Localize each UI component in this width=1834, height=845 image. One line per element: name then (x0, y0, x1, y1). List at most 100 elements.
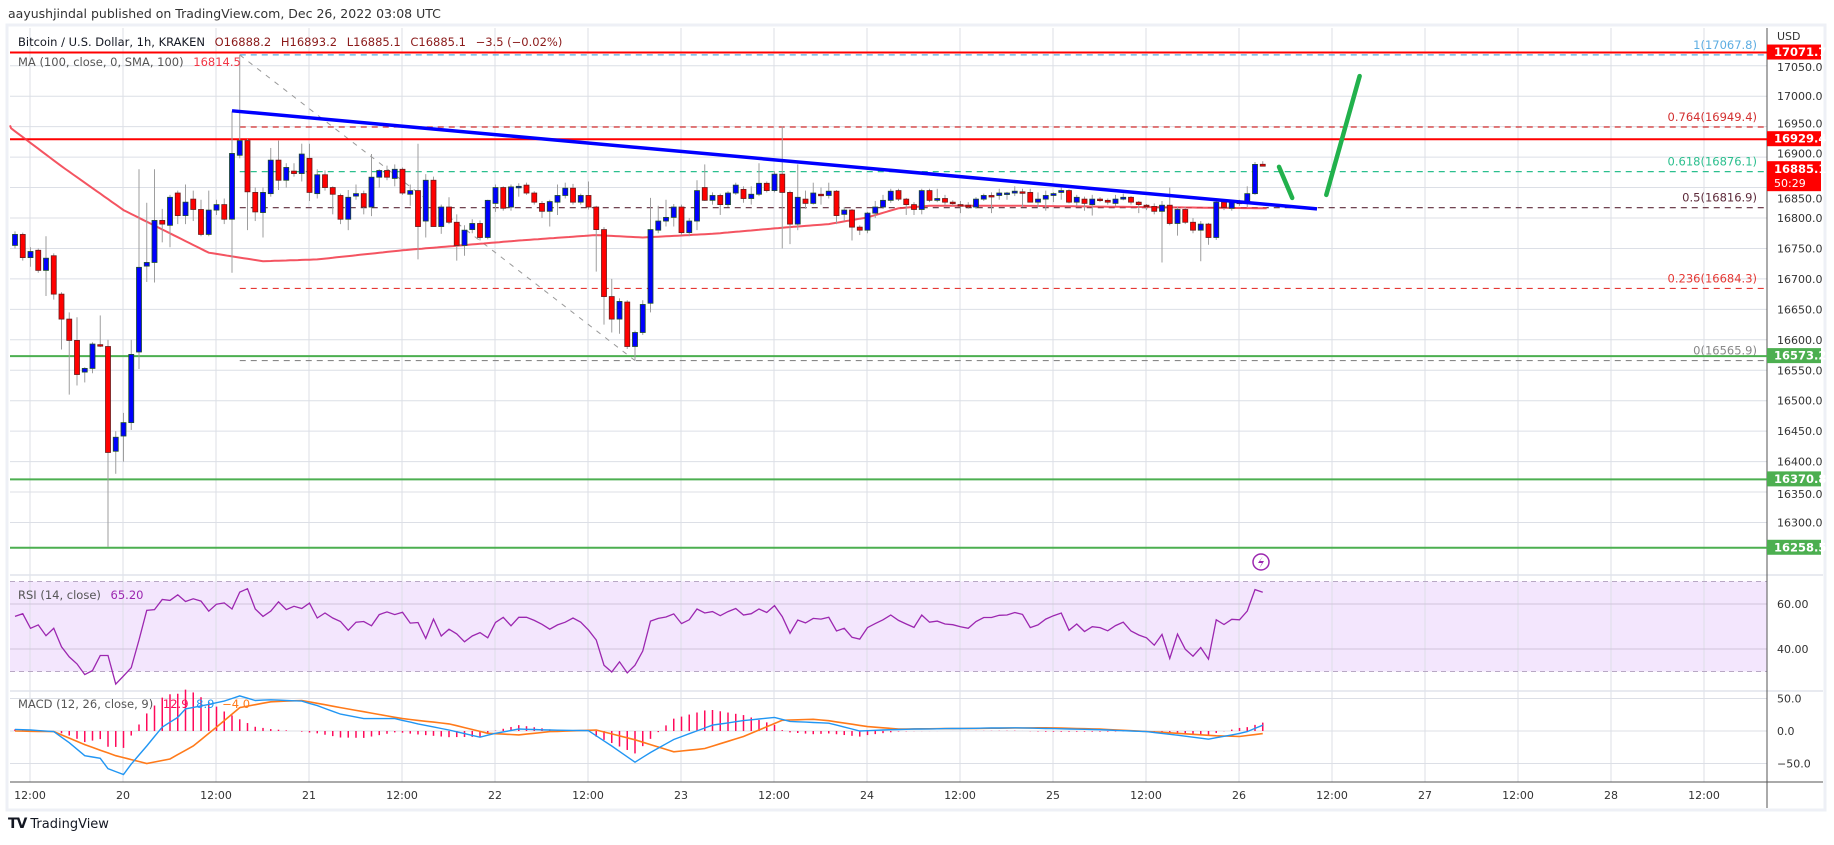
candle-down (477, 223, 483, 238)
symbol-title[interactable]: Bitcoin / U.S. Dollar, 1h, KRAKEN (18, 35, 205, 49)
candle-up (918, 190, 925, 210)
candle-up (213, 204, 220, 211)
price-axis-tick: 17050.0 (1777, 61, 1823, 74)
time-axis-tick: 23 (674, 789, 688, 802)
candle-down (601, 229, 607, 297)
candle-down (957, 204, 964, 207)
candle-down (337, 195, 344, 220)
candle-up (663, 216, 669, 222)
legend-open: O16888.2 (214, 35, 272, 49)
candle-down (329, 187, 336, 195)
candle-down (399, 168, 406, 194)
time-axis-tick: 12:00 (1502, 789, 1534, 802)
candle-up (632, 332, 638, 347)
candle-down (275, 159, 282, 181)
price-axis-tick: 16900.0 (1777, 148, 1823, 161)
candle-up (229, 153, 235, 220)
price-axis-tick: 16450.0 (1777, 425, 1823, 438)
candle-down (221, 204, 228, 220)
time-axis-tick: 12:00 (758, 789, 790, 802)
candle-up (484, 199, 491, 238)
candle-up (314, 174, 321, 195)
candle-down (1019, 191, 1026, 194)
macd-axis-tick: 50.0 (1777, 693, 1802, 706)
rsi-axis-tick: 40.00 (1777, 643, 1809, 656)
candle-up (1174, 209, 1181, 224)
rsi-band-background (10, 581, 1767, 672)
candle-down (1205, 223, 1212, 238)
candle-down (949, 201, 956, 205)
time-axis-tick: 22 (488, 789, 502, 802)
candle-up (546, 201, 553, 212)
candle-up (1213, 201, 1220, 238)
price-axis-tick: 16600.0 (1777, 334, 1823, 347)
macd-hist-value: 12.9 (162, 697, 189, 711)
candle-up (577, 195, 584, 203)
candle-up (872, 206, 879, 214)
candle-up (298, 153, 305, 174)
candle-up (1050, 193, 1057, 196)
candle-up (841, 209, 848, 215)
fib-level-label: 1(17067.8) (1693, 38, 1757, 52)
macd-line-value: 8.9 (196, 697, 215, 711)
candle-down (539, 202, 545, 212)
price-badge (1767, 539, 1821, 555)
candle-up (1004, 192, 1010, 195)
candle-down (190, 198, 197, 210)
candle-down (523, 184, 530, 194)
candle-up (1035, 198, 1041, 203)
candle-down (678, 206, 685, 234)
candle-up (1159, 204, 1165, 212)
tradingview-logo-icon: TV (8, 816, 27, 832)
price-badge-label: 16573.2 (1774, 349, 1826, 363)
candle-up (686, 220, 693, 234)
candle-down (911, 204, 917, 210)
candle-up (112, 436, 119, 452)
candle-up (1073, 196, 1080, 203)
time-axis-tick: 24 (860, 789, 874, 802)
rsi-label[interactable]: RSI (14, close) (18, 588, 101, 602)
candle-down (1221, 201, 1227, 209)
ma100-line (9, 125, 1267, 263)
candle-up (880, 199, 886, 208)
candle-down (97, 344, 104, 347)
footer-branding[interactable]: TV TradingView (8, 816, 109, 832)
candle-down (453, 221, 460, 246)
candle-down (763, 182, 770, 191)
candle-up (136, 266, 142, 353)
price-axis-tick: 16700.0 (1777, 273, 1823, 286)
macd-label[interactable]: MACD (12, 26, close, 9) (18, 697, 154, 711)
candle-up (438, 206, 445, 227)
candle-down (903, 198, 910, 206)
candle-up (771, 173, 778, 191)
candle-down (1151, 206, 1158, 212)
price-badge (1767, 161, 1821, 192)
candle-up (732, 184, 739, 194)
candle-up (260, 192, 266, 213)
candle-up (128, 354, 135, 424)
candle-down (833, 190, 840, 216)
ma-label[interactable]: MA (100, close, 0, SMA, 100) (18, 55, 184, 69)
time-axis-tick: 12:00 (200, 789, 232, 802)
candle-up (376, 170, 383, 178)
price-axis-tick: 16800.0 (1777, 212, 1823, 225)
candle-down (593, 206, 600, 230)
candle-up (1042, 195, 1049, 200)
price-badge-label: 17071.7 (1774, 45, 1826, 59)
price-axis-tick: 16400.0 (1777, 456, 1823, 469)
candle-down (1166, 204, 1173, 224)
rsi-legend: RSI (14, close) 65.20 (18, 588, 143, 602)
candle-up (391, 168, 398, 179)
candle-down (500, 187, 507, 209)
candle-down (74, 340, 80, 375)
price-badge-label: 16885.1 (1774, 162, 1826, 176)
candle-up (422, 179, 429, 222)
price-badge-label: 16258.5 (1774, 540, 1826, 554)
time-axis-tick: 26 (1232, 789, 1246, 802)
rsi-value: 65.20 (110, 588, 144, 602)
fib-level-label: 0.5(16816.9) (1682, 191, 1757, 205)
candle-up (1089, 198, 1096, 206)
candle-down (740, 188, 747, 199)
candle-down (570, 187, 576, 203)
